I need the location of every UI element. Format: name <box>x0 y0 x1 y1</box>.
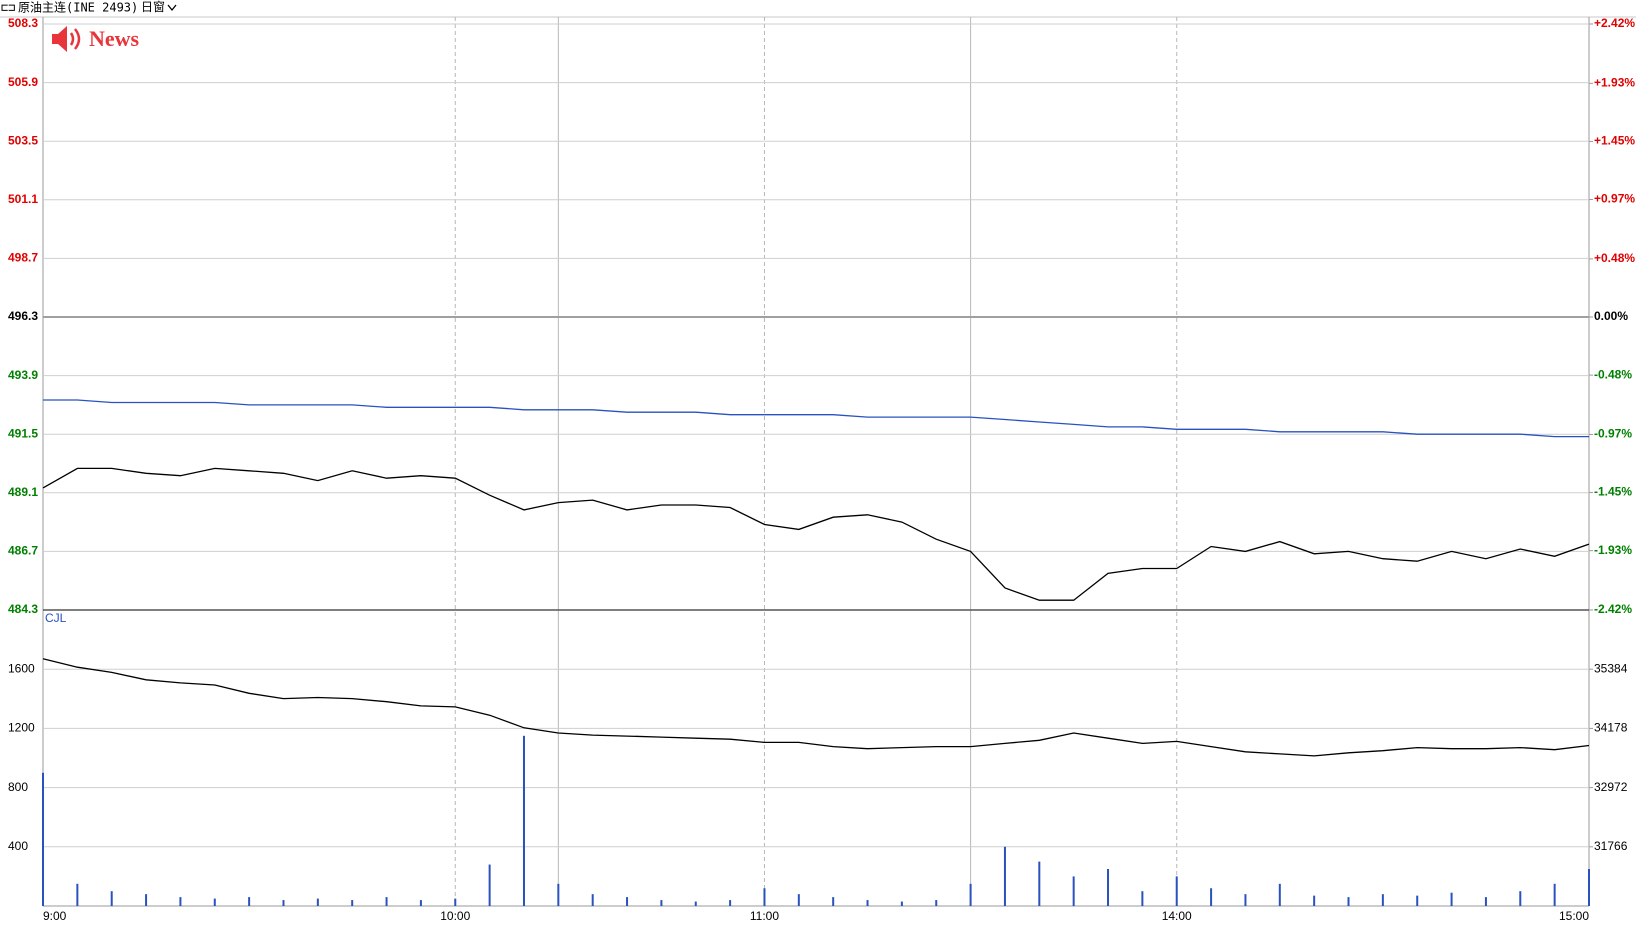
volume-bar <box>488 864 491 906</box>
volume-bar <box>1347 897 1350 906</box>
y-tick-label: 505.9 <box>8 75 38 89</box>
volume-bar <box>969 883 972 906</box>
volume-bar <box>1416 895 1419 906</box>
x-tick-label: 14:00 <box>1162 909 1192 923</box>
volume-bar <box>729 900 732 906</box>
volume-bar <box>1107 869 1110 906</box>
volume-bar <box>1210 888 1213 906</box>
volume-bar <box>900 901 903 906</box>
link-icon: ⊏⊐ <box>1 1 15 15</box>
y2-tick-label: +1.45% <box>1594 134 1635 148</box>
volume-bar <box>522 735 525 906</box>
volume-bar <box>1313 895 1316 906</box>
y-tick-label: 1600 <box>8 661 35 675</box>
volume-bar <box>1381 894 1384 906</box>
series-line <box>42 467 1590 601</box>
y2-tick-label: -2.42% <box>1594 602 1632 616</box>
volume-bar <box>832 897 835 906</box>
speaker-waves <box>69 28 81 50</box>
y2-tick-label: -1.45% <box>1594 485 1632 499</box>
volume-bar <box>797 894 800 906</box>
volume-bar <box>179 897 182 906</box>
volume-bar <box>1072 876 1075 906</box>
y2-tick-label: 35384 <box>1594 661 1628 675</box>
symbol: 原油主连(INE 2493) <box>18 0 138 15</box>
y-tick-label: 800 <box>8 780 28 794</box>
y2-tick-label: -1.93% <box>1594 543 1632 557</box>
y-tick-label: 501.1 <box>8 192 38 206</box>
volume-bar <box>145 894 148 906</box>
series-line <box>43 399 1589 438</box>
volume-bar <box>1588 869 1590 906</box>
series-line <box>42 658 1590 757</box>
y2-tick-label: 32972 <box>1594 780 1628 794</box>
volume-bar <box>454 898 457 906</box>
volume-bar <box>282 900 285 906</box>
volume-bar <box>1278 883 1281 906</box>
series-label: CJL <box>45 611 67 625</box>
plot: 484.3 486.7 489.1 491.5 493.9 496.3 498.7 501.1… <box>8 16 1635 923</box>
y-tick-label: 498.7 <box>8 251 38 265</box>
volume-bar <box>1003 846 1006 906</box>
y2-tick-label: +0.48% <box>1594 251 1635 265</box>
volume-bar <box>351 900 354 906</box>
y-tick-label: 489.1 <box>8 485 38 499</box>
volume-bar <box>1450 892 1453 906</box>
volume-bar <box>660 900 663 906</box>
volume-bar <box>626 897 629 906</box>
volume-bar <box>110 891 113 906</box>
volume-bar <box>1244 894 1247 906</box>
y2-tick-label: 31766 <box>1594 839 1628 853</box>
y-tick-label: 1200 <box>8 721 35 735</box>
y-tick-label: 484.3 <box>8 602 38 616</box>
x-tick-label: 10:00 <box>440 909 470 923</box>
volume-bar <box>76 883 79 906</box>
volume-bar <box>866 900 869 906</box>
x-tick-label: 15:00 <box>1559 909 1589 923</box>
volume-bar <box>316 898 319 906</box>
speaker-icon <box>52 26 67 52</box>
news-badge[interactable]: News <box>52 26 140 52</box>
y-tick-label: 503.5 <box>8 133 38 147</box>
y2-tick-label: +2.42% <box>1594 16 1635 30</box>
news-label[interactable]: News <box>89 26 140 51</box>
volume-bar <box>763 888 766 906</box>
x-tick-label: 9:00 <box>43 909 67 923</box>
y2-tick-label: 34178 <box>1594 721 1628 735</box>
y2-tick-label: -0.97% <box>1594 427 1632 441</box>
y-tick-label: 508.3 <box>8 16 38 30</box>
volume-bar <box>419 900 422 906</box>
header: ⊏⊐ 原油主连(INE 2493) 日窗 <box>0 0 1636 18</box>
volume-bar <box>385 897 388 906</box>
y2-tick-label: +1.93% <box>1594 75 1635 89</box>
volume-bar <box>935 900 938 906</box>
x-tick-label: 11:00 <box>750 909 779 923</box>
y-tick-label: 491.5 <box>8 426 38 440</box>
volume-bar <box>694 901 697 906</box>
y-tick-label: 486.7 <box>8 544 38 558</box>
y2-tick-label: +0.97% <box>1594 192 1635 206</box>
volume-bar <box>557 883 560 906</box>
y-tick-label: 493.9 <box>8 368 38 382</box>
dropdown-arrow[interactable] <box>167 4 177 12</box>
volume-bar <box>42 772 44 906</box>
volume-bar <box>1484 897 1487 906</box>
volume-bar <box>1038 861 1041 906</box>
y2-tick-label: 0.00% <box>1594 309 1628 323</box>
volume-bar <box>1553 883 1556 906</box>
volume-bar <box>1519 891 1522 906</box>
volume-bar <box>213 898 216 906</box>
window-select[interactable]: 日窗 <box>141 0 165 14</box>
y-tick-label: 400 <box>8 839 28 853</box>
volume-bar <box>1141 891 1144 906</box>
volume-bar <box>1175 876 1178 906</box>
y-tick-label: 496.3 <box>8 309 38 323</box>
volume-bar <box>248 897 251 906</box>
volume-bar <box>591 894 594 906</box>
y2-tick-label: -0.48% <box>1594 367 1632 381</box>
